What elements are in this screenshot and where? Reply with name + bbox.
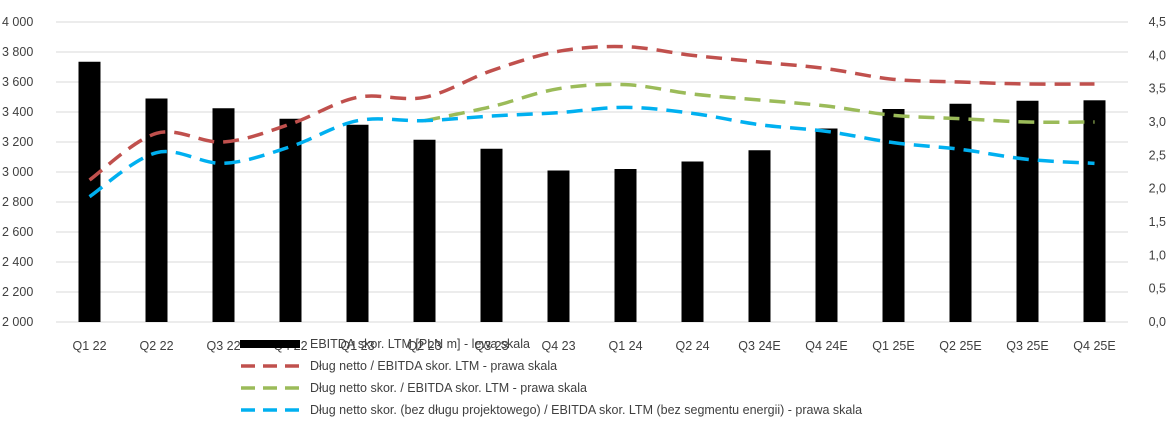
bar xyxy=(145,98,168,322)
bar xyxy=(949,103,972,322)
right-tick-label: 0,0 xyxy=(1149,315,1166,329)
legend-swatch-green-dash xyxy=(241,386,299,390)
left-tick-label: 2 600 xyxy=(2,225,33,239)
x-tick-label: Q2 23 xyxy=(407,339,441,353)
left-tick-label: 3 200 xyxy=(2,135,33,149)
x-tick-label: Q1 25E xyxy=(872,339,914,353)
x-tick-label: Q3 24E xyxy=(738,339,780,353)
bar xyxy=(480,148,503,322)
right-tick-label: 2,5 xyxy=(1149,148,1166,162)
legend-swatch-red-dash xyxy=(241,364,299,368)
bar xyxy=(614,169,637,322)
x-tick-label: Q3 23 xyxy=(474,339,508,353)
left-tick-label: 2 800 xyxy=(2,195,33,209)
bar xyxy=(1016,100,1039,322)
right-tick-label: 1,0 xyxy=(1149,248,1166,262)
left-tick-label: 2 200 xyxy=(2,285,33,299)
x-tick-label: Q3 25E xyxy=(1006,339,1048,353)
bar xyxy=(815,128,838,322)
legend-item-adj-debt-ebitda: Dług netto skor. / EBITDA skor. LTM - pr… xyxy=(240,377,862,399)
right-tick-label: 4,5 xyxy=(1149,15,1166,29)
legend: EBITDA skor. LTM [PLN m] - lewa skala Dł… xyxy=(240,333,862,421)
legend-label-adj-debt-ebitda: Dług netto skor. / EBITDA skor. LTM - pr… xyxy=(310,381,587,395)
left-tick-label: 3 800 xyxy=(2,45,33,59)
x-tick-label: Q4 25E xyxy=(1073,339,1115,353)
x-tick-label: Q2 22 xyxy=(139,339,173,353)
legend-item-debt-ebitda: Dług netto / EBITDA skor. LTM - prawa sk… xyxy=(240,355,862,377)
x-tick-label: Q4 23 xyxy=(541,339,575,353)
legend-swatch-blue-dash xyxy=(241,408,299,412)
bar xyxy=(681,161,704,322)
bar xyxy=(78,61,101,322)
right-tick-label: 3,5 xyxy=(1149,82,1166,96)
x-tick-label: Q2 25E xyxy=(939,339,981,353)
left-tick-label: 2 400 xyxy=(2,255,33,269)
left-tick-label: 3 400 xyxy=(2,105,33,119)
bar xyxy=(279,118,302,322)
left-tick-label: 3 000 xyxy=(2,165,33,179)
right-axis-ticks: 0,0 0,5 1,0 1,5 2,0 2,5 3,0 3,5 4,0 4,5 xyxy=(1149,15,1166,329)
bar xyxy=(748,150,771,322)
series-line-1 xyxy=(88,44,1095,182)
bar xyxy=(882,109,905,322)
x-tick-label: Q1 23 xyxy=(340,339,374,353)
x-tick-label: Q2 24 xyxy=(675,339,709,353)
legend-label-adj-debt-no-project: Dług netto skor. (bez długu projektowego… xyxy=(310,403,863,417)
right-tick-label: 2,0 xyxy=(1149,182,1166,196)
lines xyxy=(88,44,1095,199)
bars xyxy=(78,61,1106,322)
bar xyxy=(413,139,436,322)
legend-label-ebitda: EBITDA skor. LTM [PLN m] - lewa skala xyxy=(310,337,530,351)
x-tick-label: Q1 24 xyxy=(608,339,642,353)
x-tick-label: Q3 22 xyxy=(206,339,240,353)
left-tick-label: 4 000 xyxy=(2,15,33,29)
left-tick-label: 3 600 xyxy=(2,75,33,89)
bar xyxy=(547,170,570,322)
legend-item-adj-debt-no-project: Dług netto skor. (bez długu projektowego… xyxy=(240,399,862,421)
legend-label-debt-ebitda: Dług netto / EBITDA skor. LTM - prawa sk… xyxy=(310,359,558,373)
right-tick-label: 3,0 xyxy=(1149,115,1166,129)
right-tick-label: 1,5 xyxy=(1149,215,1166,229)
legend-item-ebitda: EBITDA skor. LTM [PLN m] - lewa skala xyxy=(240,333,862,355)
right-tick-label: 0,5 xyxy=(1149,282,1166,296)
x-tick-label: Q1 22 xyxy=(72,339,106,353)
series-line-2 xyxy=(424,82,1095,124)
left-axis-ticks: 2 000 2 200 2 400 2 600 2 800 3 000 3 200 3 400… xyxy=(2,15,33,329)
series-line-3 xyxy=(88,105,1095,199)
legend-swatch-bar xyxy=(240,340,300,348)
right-tick-label: 4,0 xyxy=(1149,48,1166,62)
bar xyxy=(346,124,369,322)
left-tick-label: 2 000 xyxy=(2,315,33,329)
x-tick-label: Q4 24E xyxy=(805,339,847,353)
bar xyxy=(1083,100,1106,322)
